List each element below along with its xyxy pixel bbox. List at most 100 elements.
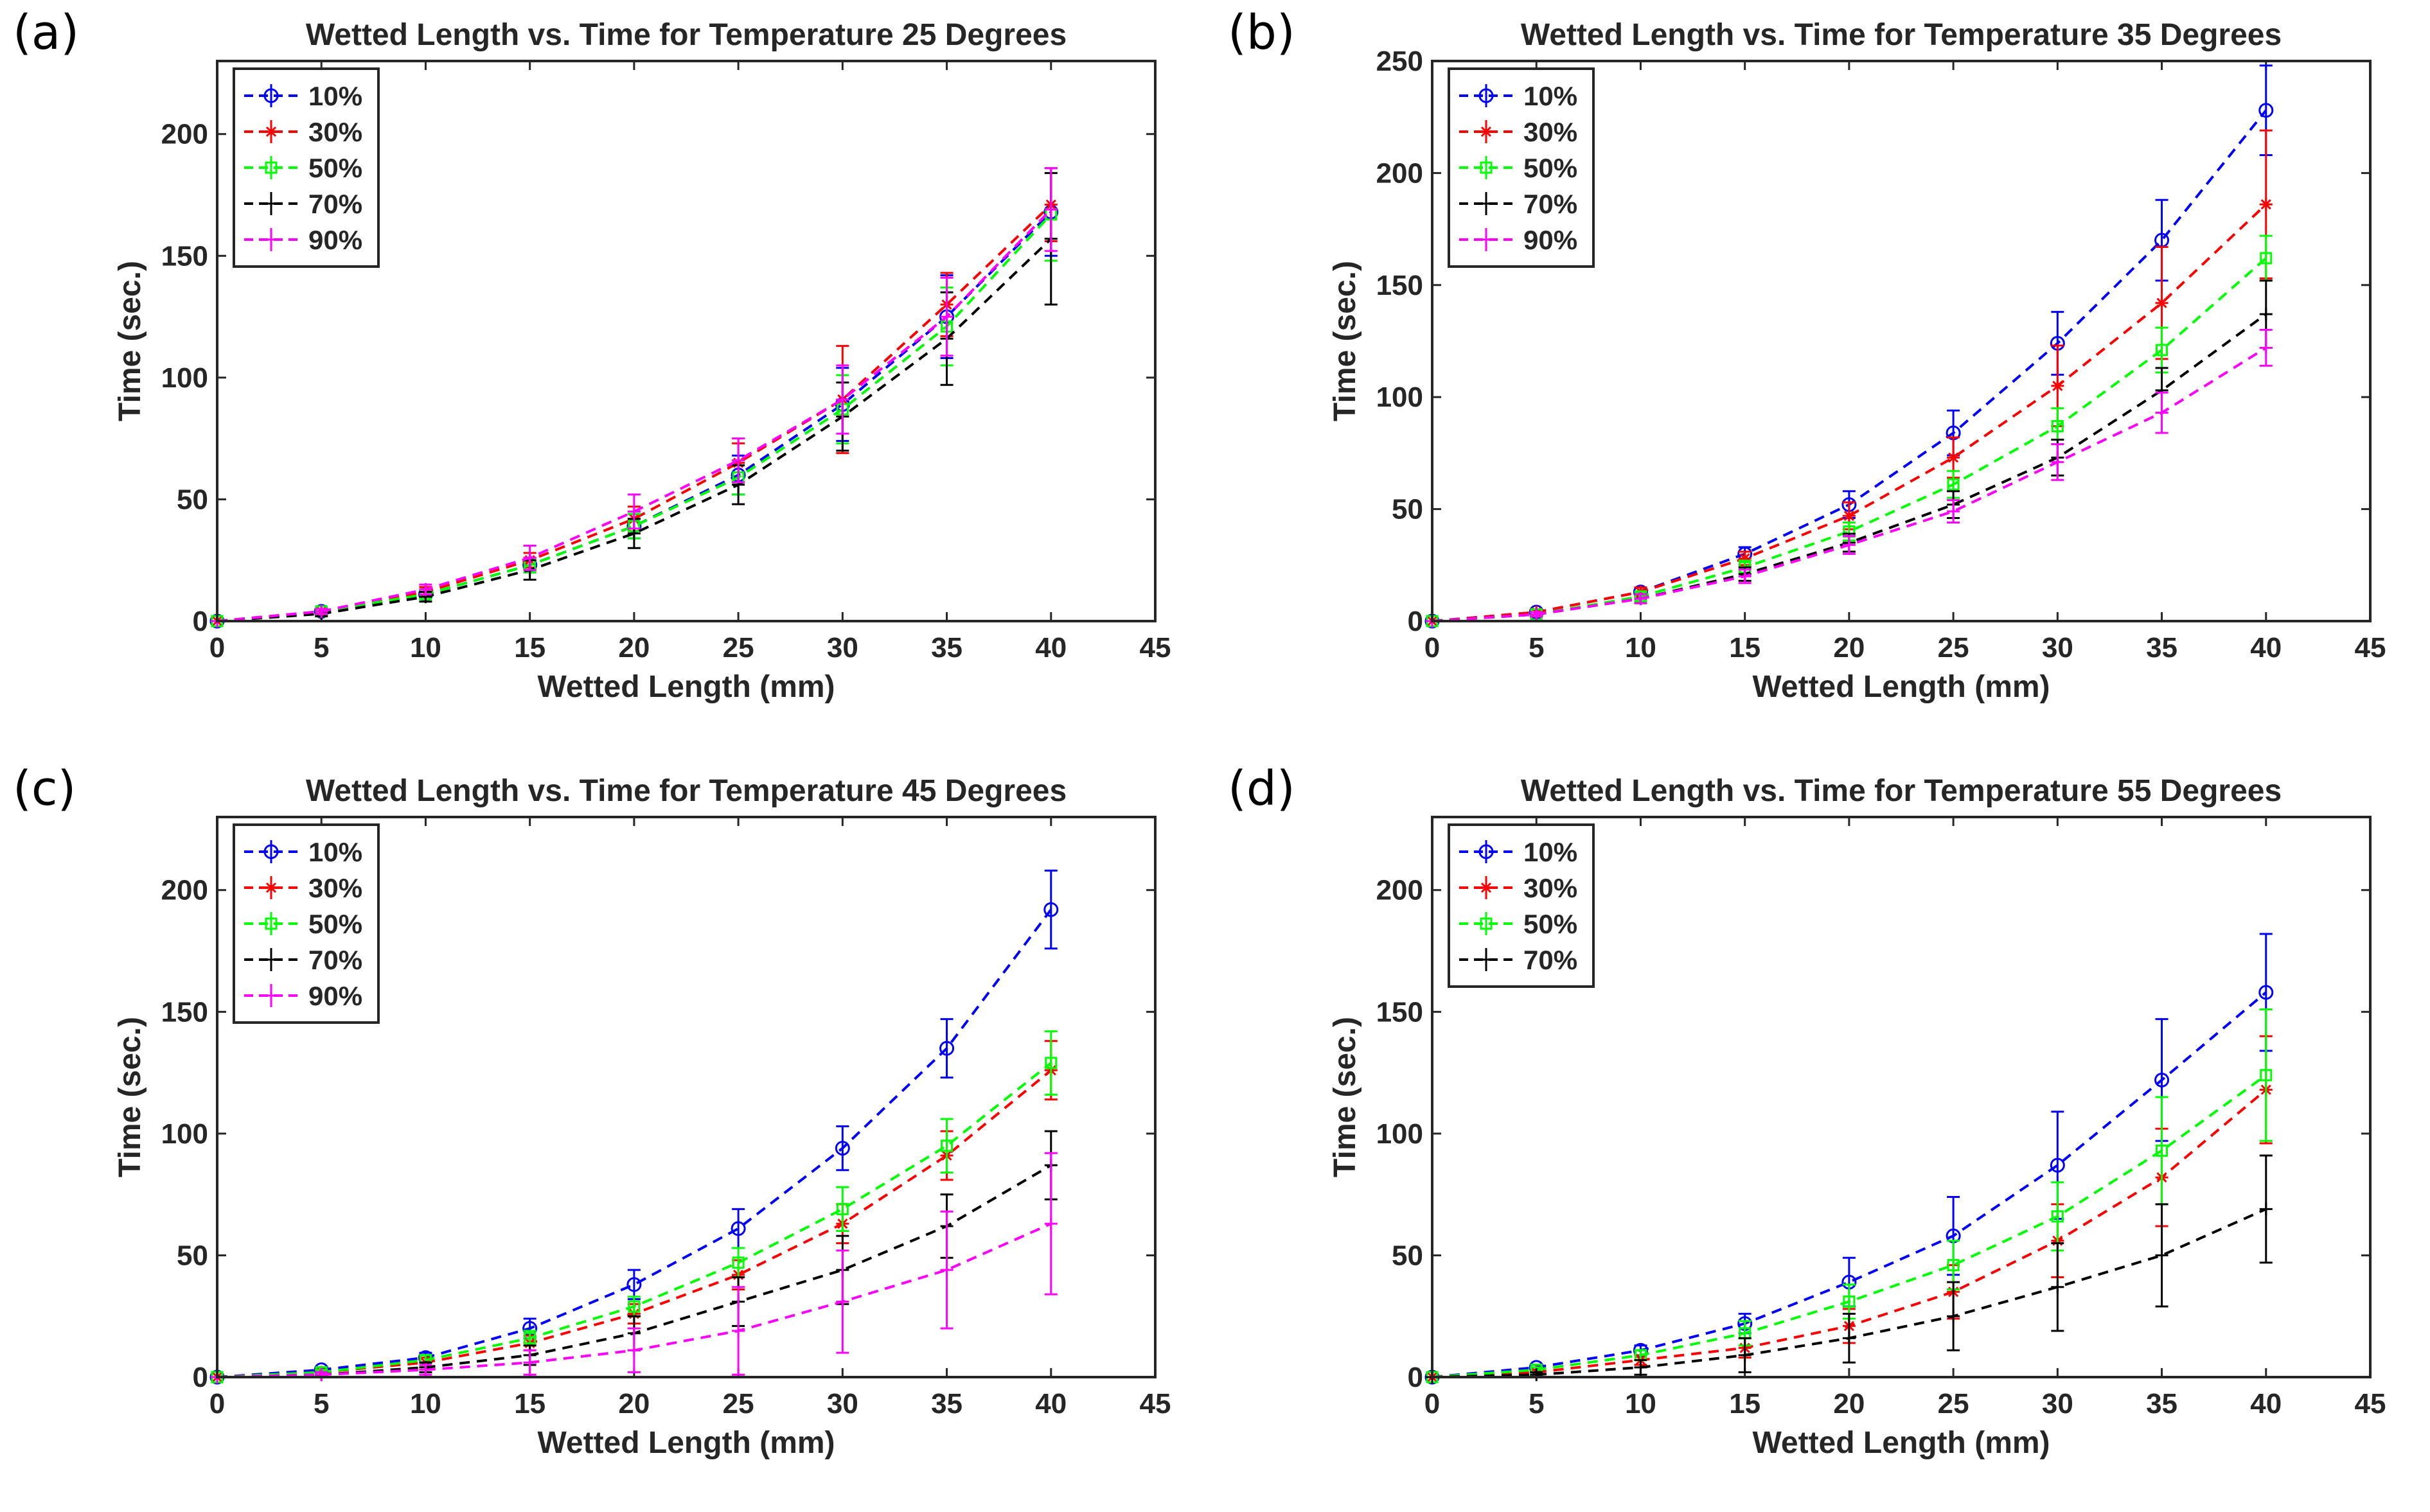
legend-marker: [265, 989, 278, 1002]
data-point: [732, 1256, 745, 1269]
chart-panel-d: 0 5 10 15 20 25 30 35 40 45 0 50 100 150 200 10% 30% 50% 7…: [1328, 774, 2386, 1460]
legend-item: 30%: [244, 873, 362, 903]
legend-item: 10%: [1459, 837, 1577, 867]
legend-marker: [1480, 917, 1493, 930]
data-point: [2050, 1157, 2065, 1173]
y-tick-label: 200: [1376, 157, 1423, 189]
plot-frame: [216, 816, 1157, 1378]
data-point: [2259, 341, 2273, 355]
panel-c: (c) 0 5 10 15 20 25 30 35 40 45 0 50 100 150 200 10% 30%…: [0, 756, 1215, 1512]
legend: 10% 30% 50% 70% 90%: [1448, 67, 1595, 268]
data-point: [1947, 478, 1960, 491]
data-point: [1947, 505, 1960, 518]
legend-label: 70%: [1523, 189, 1577, 219]
data-point: [1738, 552, 1752, 565]
legend-box: [1448, 67, 1595, 268]
legend-label: 10%: [308, 837, 362, 867]
plot-frame: [1431, 816, 2372, 1378]
x-tick-label: 20: [618, 632, 650, 664]
y-axis-label: Time (sec.): [1328, 1017, 1362, 1177]
x-tick-label: 5: [1529, 632, 1544, 664]
legend-box: [233, 67, 380, 268]
data-point: [2051, 455, 2064, 469]
x-tick-label: 20: [618, 1388, 650, 1420]
data-point: [1043, 902, 1059, 917]
chart-title: Wetted Length vs. Time for Temperature 3…: [1521, 18, 2282, 52]
x-axis-label: Wetted Length (mm): [1752, 1426, 2050, 1460]
legend-marker: [265, 161, 278, 174]
x-tick-label: 0: [209, 1388, 225, 1420]
x-tick-label: 25: [1938, 632, 1969, 664]
data-point: [2258, 103, 2274, 118]
data-point: [2051, 420, 2064, 433]
legend-label: 50%: [308, 909, 362, 939]
x-axis-label: Wetted Length (mm): [537, 670, 835, 704]
x-tick-label: 40: [1035, 1388, 1067, 1420]
data-point: [941, 1139, 953, 1152]
x-tick-label: 10: [410, 632, 441, 664]
data-point: [315, 1368, 328, 1382]
legend-item: 10%: [1459, 81, 1577, 111]
x-tick-label: 30: [2042, 1388, 2073, 1420]
legend-label: 10%: [308, 81, 362, 111]
legend-item: 50%: [1459, 153, 1577, 183]
legend-label: 30%: [308, 117, 362, 147]
data-point: [315, 604, 328, 618]
data-point: [2051, 1210, 2064, 1223]
legend-label: 50%: [1523, 153, 1577, 183]
data-point: [2155, 296, 2168, 310]
x-tick-label: 30: [2042, 632, 2073, 664]
x-tick-label: 15: [514, 1388, 545, 1420]
x-tick-label: 30: [827, 1388, 858, 1420]
y-tick-label: 250: [1376, 46, 1423, 77]
legend-label: 70%: [1523, 945, 1577, 975]
series-line: [217, 238, 1052, 622]
x-tick-label: 25: [723, 632, 754, 664]
legend-marker: [1480, 233, 1493, 246]
x-tick-label: 15: [1729, 632, 1760, 664]
x-tick-label: 25: [1938, 1388, 1969, 1420]
legend-item: 50%: [244, 153, 362, 183]
x-tick-label: 5: [314, 632, 329, 664]
series-90-percent: [211, 1152, 1058, 1384]
y-axis-label: Time (sec.): [113, 1017, 147, 1177]
data-point: [1044, 203, 1058, 216]
legend-marker: [1480, 161, 1493, 174]
legend: 10% 30% 50% 70% 90%: [233, 67, 380, 268]
data-point: [628, 1300, 641, 1313]
data-point: [627, 1344, 641, 1357]
data-point: [1634, 592, 1647, 606]
data-point: [732, 453, 745, 467]
legend-marker: [265, 233, 278, 246]
legend-marker: [265, 125, 278, 138]
data-point: [1842, 509, 1856, 523]
x-tick-label: 5: [1529, 1388, 1544, 1420]
panel-label: (c): [13, 761, 76, 816]
x-tick-label: 20: [1833, 1388, 1865, 1420]
x-tick-label: 40: [2250, 1388, 2282, 1420]
panel-b: (b) 0 5 10 15 20 25 30 35 40 45 0 50 100 150 200 250 10%…: [1215, 0, 2430, 756]
data-point: [2259, 1202, 2273, 1216]
y-tick-label: 100: [1376, 382, 1423, 413]
legend-label: 90%: [308, 981, 362, 1011]
y-tick-label: 0: [193, 1362, 208, 1393]
legend-label: 90%: [1523, 225, 1577, 255]
data-point: [523, 551, 537, 565]
data-point: [1843, 1295, 1856, 1308]
data-point: [1045, 1057, 1058, 1069]
series-line: [1432, 203, 2267, 622]
data-point: [419, 583, 432, 596]
data-point: [1947, 1259, 1960, 1272]
panel-d: (d) 0 5 10 15 20 25 30 35 40 45 0 50 100 150 200 10% 30%…: [1215, 756, 2430, 1512]
x-tick-label: 10: [1625, 1388, 1656, 1420]
legend-item: 70%: [244, 945, 362, 975]
data-point: [939, 1041, 955, 1056]
y-tick-label: 100: [161, 362, 208, 394]
data-point: [523, 1356, 537, 1369]
x-tick-label: 15: [514, 632, 545, 664]
data-point: [2259, 308, 2273, 321]
y-tick-label: 150: [1376, 270, 1423, 301]
series-line: [1432, 991, 2267, 1378]
data-point: [2260, 1069, 2273, 1082]
legend-label: 90%: [308, 225, 362, 255]
